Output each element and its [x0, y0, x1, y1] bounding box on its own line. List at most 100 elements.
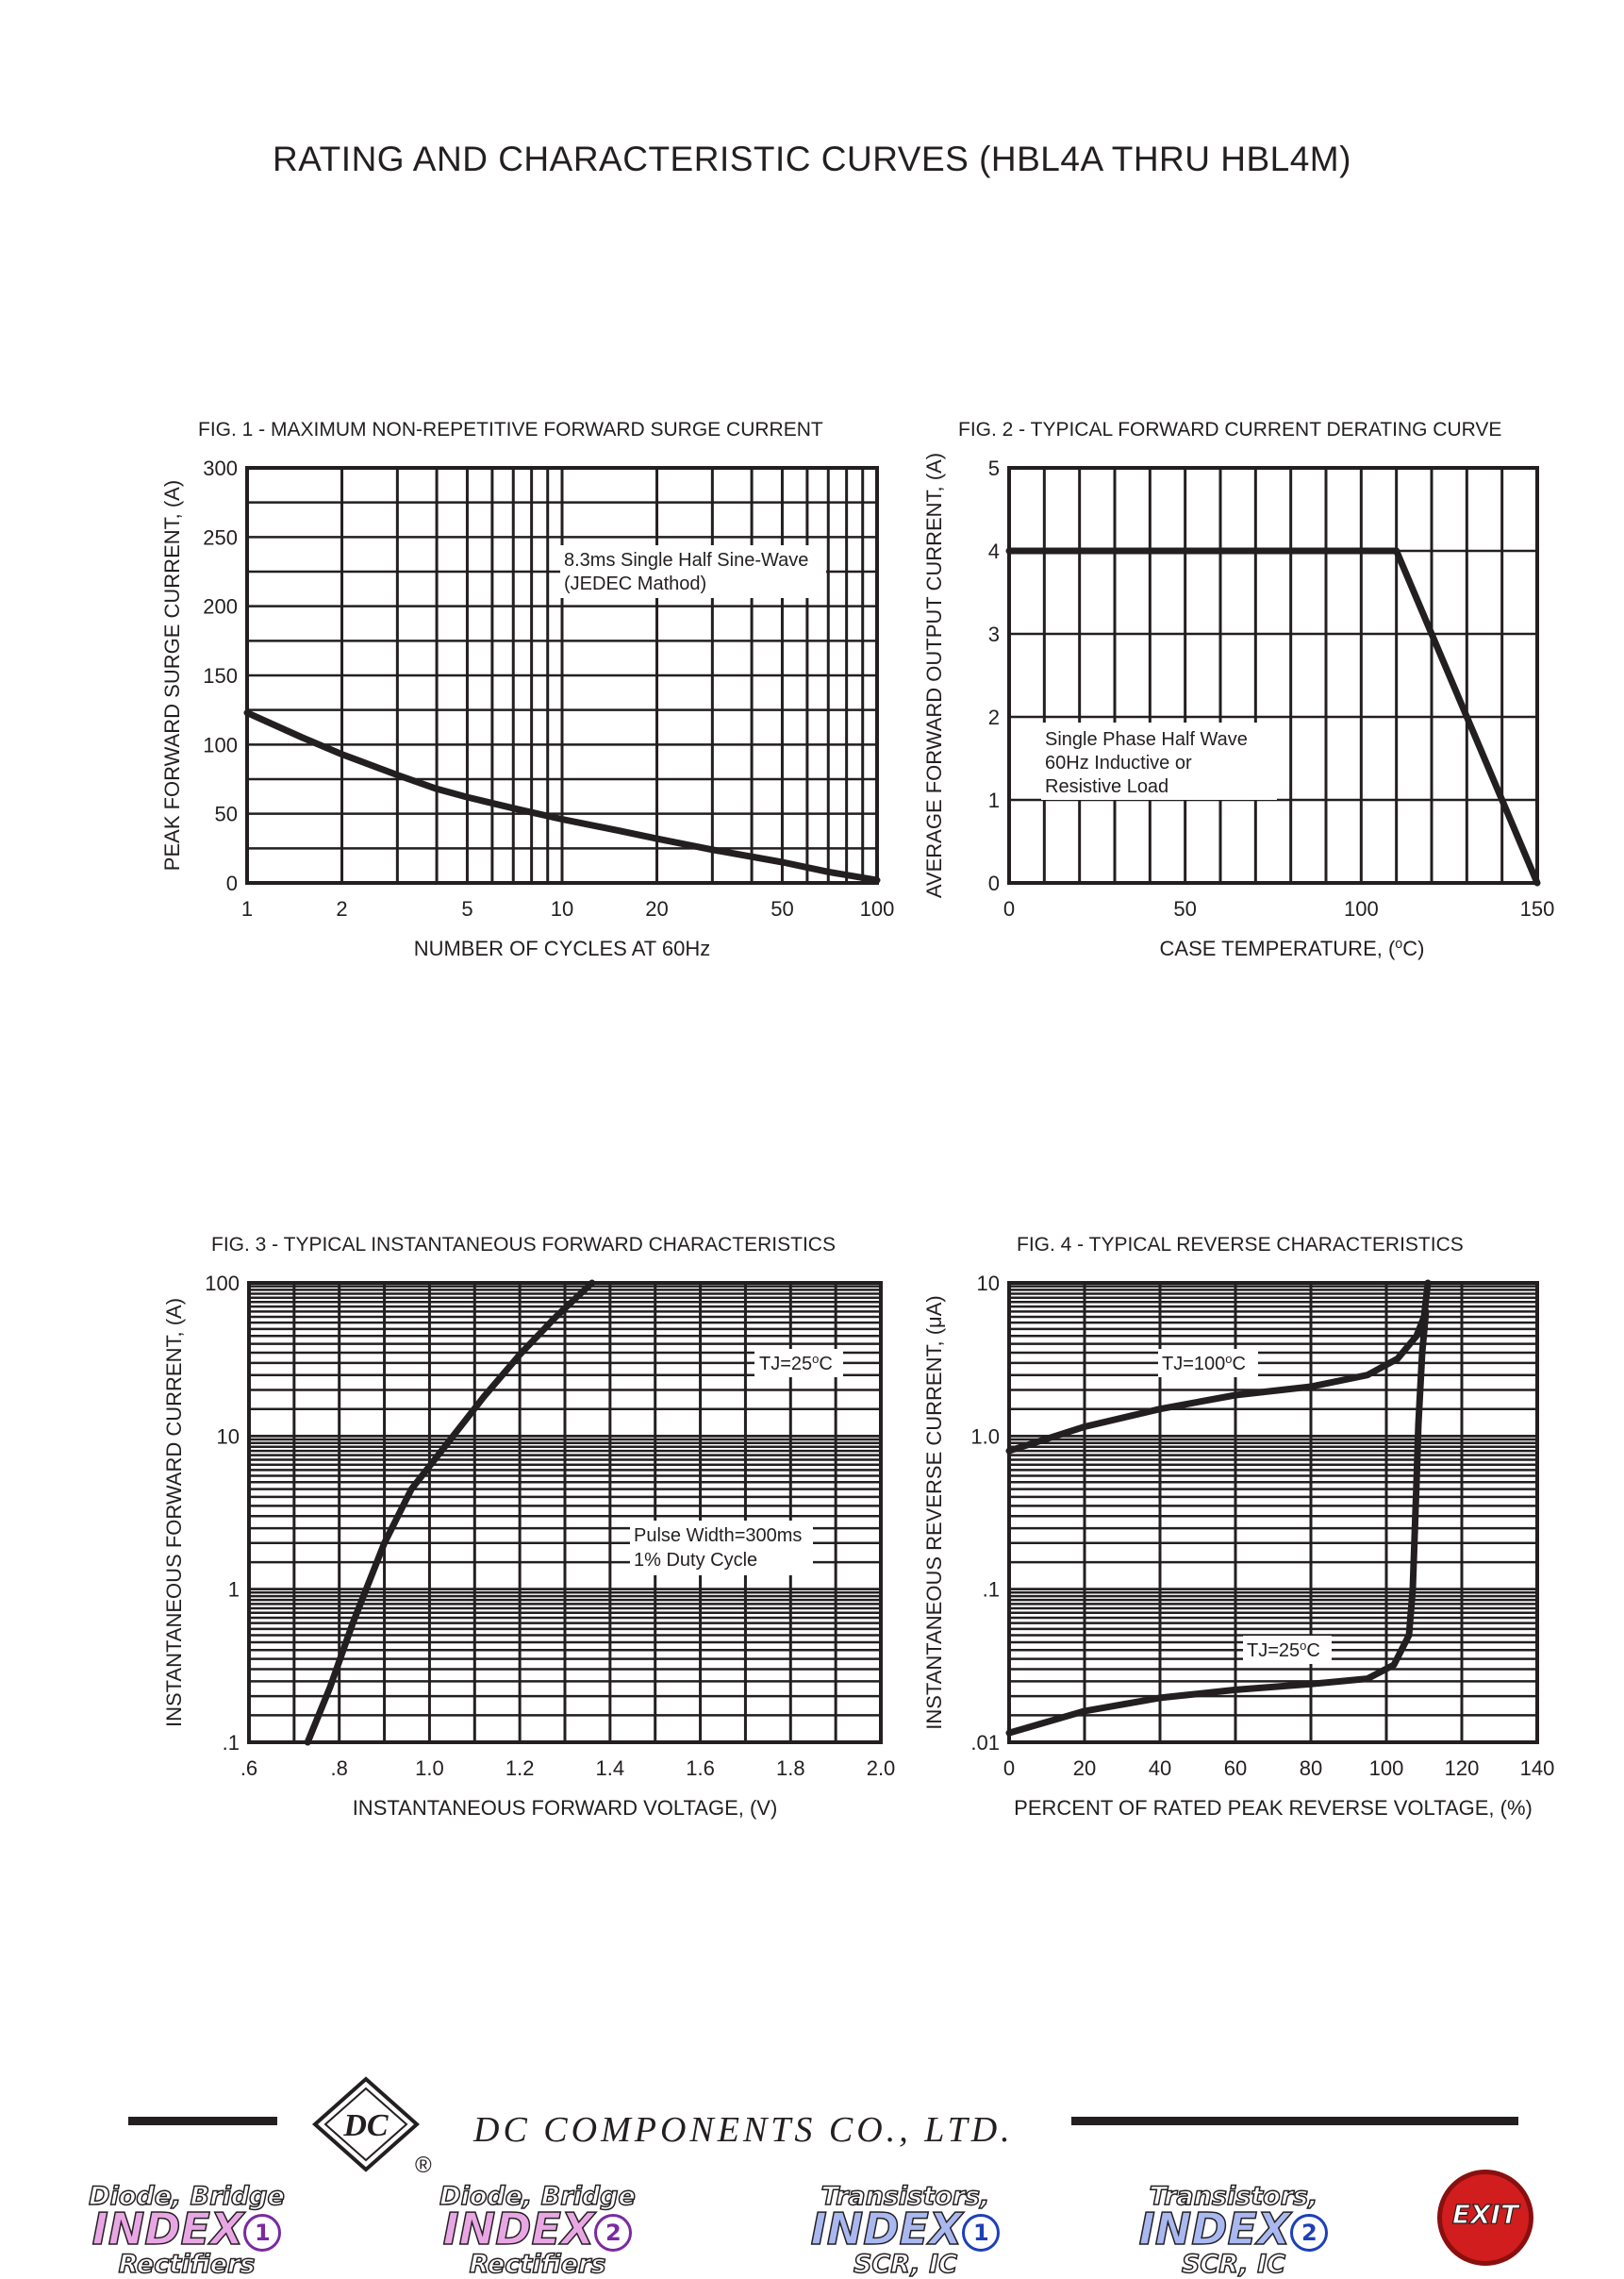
annotation-text: 60Hz Inductive or — [1045, 753, 1192, 774]
x-tick-label: 80 — [1300, 1756, 1322, 1780]
y-tick-label: 2 — [988, 706, 1000, 729]
x-axis-label: PERCENT OF RATED PEAK REVERSE VOLTAGE, (… — [1014, 1796, 1533, 1820]
y-axis-label: INSTANTANEOUS FORWARD CURRENT, (A) — [162, 1298, 186, 1727]
index-2-rectifiers-button[interactable]: Diode, Bridge INDEX 2 Rectifiers — [415, 2183, 660, 2278]
index-1-rectifiers-button[interactable]: Diode, Bridge INDEX 1 Rectifiers — [64, 2182, 309, 2278]
x-tick-label: 60 — [1224, 1756, 1247, 1780]
y-tick-label: 200 — [203, 595, 238, 619]
annotation-box — [1041, 723, 1277, 800]
annotation-box — [560, 545, 826, 598]
series-label-box — [1243, 1636, 1332, 1664]
annotation-text: (JEDEC Mathod) — [564, 574, 706, 594]
x-tick-label: 2 — [336, 897, 347, 921]
x-tick-label: .6 — [240, 1756, 257, 1780]
x-tick-label: 50 — [1173, 897, 1196, 921]
series-line-2 — [1005, 1307, 1430, 1737]
temperature-label: TJ=25oC — [759, 1352, 833, 1375]
nav-line3: SCR, IC — [1181, 2249, 1286, 2279]
x-tick-label: 100 — [1369, 1756, 1404, 1780]
plot-frame — [1007, 466, 1539, 885]
chart-title: FIG. 4 - TYPICAL REVERSE CHARACTERISTICS — [1017, 1234, 1464, 1256]
index-1-transistors-button[interactable]: Transistors, INDEX 1 SCR, IC — [783, 2182, 1028, 2278]
nav-index-label: INDEX — [1138, 2204, 1291, 2254]
x-tick-label: 20 — [645, 897, 668, 921]
y-axis-label: INSTANTANEOUS REVERSE CURRENT, (μA) — [922, 1295, 946, 1729]
annotation-text: Single Phase Half Wave — [1045, 729, 1248, 750]
x-tick-label: 50 — [771, 897, 793, 921]
company-name: DC COMPONENTS CO., LTD. — [473, 2110, 1014, 2150]
footer-rule-right — [1071, 2117, 1518, 2125]
y-tick-label: 1.0 — [970, 1424, 1000, 1448]
nav-line3: Rectifiers — [118, 2249, 256, 2279]
y-tick-label: 1 — [228, 1578, 240, 1602]
x-axis-label: INSTANTANEOUS FORWARD VOLTAGE, (V) — [353, 1796, 778, 1820]
y-tick-label: 3 — [988, 623, 1000, 646]
exit-button[interactable]: EXIT — [1437, 2170, 1533, 2266]
annotation-text: 8.3ms Single Half Sine-Wave — [564, 550, 808, 571]
x-tick-label: 140 — [1520, 1756, 1555, 1780]
nav-line3: Rectifiers — [469, 2249, 606, 2279]
series-line-1 — [243, 709, 881, 884]
y-tick-label: 10 — [977, 1272, 1000, 1295]
y-tick-label: .1 — [983, 1578, 1000, 1602]
series-label-tj100: TJ=100oC — [1162, 1352, 1246, 1375]
y-tick-label: 50 — [215, 803, 238, 826]
nav-number-icon: 2 — [594, 2213, 633, 2252]
x-axis-label: NUMBER OF CYCLES AT 60Hz — [414, 937, 711, 960]
annotation-text: Pulse Width=300ms — [634, 1525, 802, 1546]
y-tick-label: 100 — [205, 1272, 240, 1295]
dc-logo: DC — [311, 2076, 421, 2172]
x-tick-label: 1.4 — [596, 1756, 625, 1780]
y-tick-label: 0 — [226, 872, 238, 895]
footer-rule-left — [128, 2117, 277, 2125]
x-tick-label: 5 — [461, 897, 472, 921]
series-line-1 — [1005, 1279, 1432, 1455]
nav-line1: Diode, Bridge — [88, 2182, 285, 2211]
x-tick-label: 1.2 — [505, 1756, 535, 1780]
chart-title: FIG. 1 - MAXIMUM NON-REPETITIVE FORWARD … — [198, 419, 823, 441]
dc-logo-text: DC — [342, 2108, 389, 2143]
registered-mark: ® — [415, 2153, 432, 2178]
y-axis-label: AVERAGE FORWARD OUTPUT CURRENT, (A) — [922, 453, 946, 898]
y-tick-label: 5 — [988, 457, 1000, 480]
y-tick-label: 150 — [203, 664, 238, 688]
nav-index-label: INDEX — [442, 2204, 595, 2254]
y-tick-label: 1 — [988, 789, 1000, 812]
nav-line1: Transistors, — [820, 2182, 990, 2211]
x-tick-label: 1.0 — [415, 1756, 444, 1780]
y-tick-label: 0 — [988, 872, 1000, 895]
y-tick-label: 250 — [203, 525, 238, 549]
nav-number-icon: 1 — [243, 2213, 282, 2252]
x-axis-label: CASE TEMPERATURE, (oC) — [1160, 937, 1425, 960]
x-tick-label: 2.0 — [867, 1756, 896, 1780]
x-tick-label: .8 — [331, 1756, 348, 1780]
annotation-box — [630, 1521, 813, 1575]
y-tick-label: .01 — [970, 1731, 1000, 1755]
series-label-tj25: TJ=25oC — [1247, 1639, 1320, 1662]
series-label-box — [1158, 1349, 1258, 1377]
nav-index-label: INDEX — [91, 2204, 244, 2254]
nav-line1: Transistors, — [1149, 2182, 1318, 2211]
plot-frame — [245, 466, 879, 885]
x-tick-label: 10 — [551, 897, 573, 921]
series-line-1 — [304, 1279, 596, 1746]
index-2-transistors-button[interactable]: Transistors, INDEX 2 SCR, IC — [1111, 2182, 1356, 2278]
y-tick-label: 4 — [988, 540, 1000, 563]
x-tick-label: 1.8 — [776, 1756, 805, 1780]
y-axis-label: PEAK FORWARD SURGE CURRENT, (A) — [160, 480, 184, 871]
chart-title: FIG. 2 - TYPICAL FORWARD CURRENT DERATIN… — [958, 419, 1501, 441]
annotation-box — [754, 1349, 843, 1377]
x-tick-label: 100 — [860, 897, 895, 921]
y-tick-label: .1 — [223, 1731, 240, 1755]
x-tick-label: 100 — [1344, 897, 1379, 921]
annotation-text: Resistive Load — [1045, 776, 1168, 797]
x-tick-label: 1 — [241, 897, 253, 921]
y-tick-label: 100 — [203, 733, 238, 757]
x-tick-label: 0 — [1003, 1756, 1015, 1780]
nav-index-label: INDEX — [810, 2204, 963, 2254]
page-title: RATING AND CHARACTERISTIC CURVES (HBL4A … — [273, 140, 1351, 178]
x-tick-label: 120 — [1445, 1756, 1480, 1780]
exit-label: EXIT — [1451, 2198, 1519, 2230]
